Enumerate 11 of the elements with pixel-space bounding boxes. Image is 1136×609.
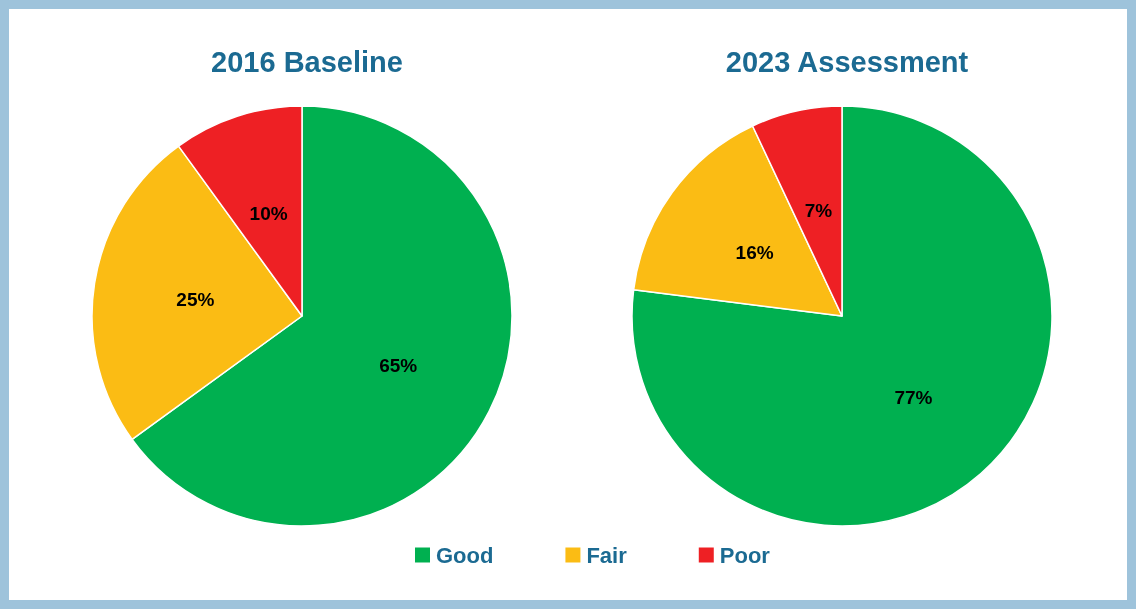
data-label: 16% [735,242,774,264]
data-label: 10% [249,202,288,224]
chart-title: 2016 Baseline [211,45,403,78]
data-label: 77% [894,386,933,408]
chart-title: 2023 Assessment [725,45,969,78]
data-label: 7% [804,200,833,222]
legend-label: Poor [719,542,771,568]
data-label: 65% [379,354,418,376]
legend-label: Good [436,542,494,568]
data-label: 25% [176,288,215,310]
legend-label: Fair [586,542,628,568]
